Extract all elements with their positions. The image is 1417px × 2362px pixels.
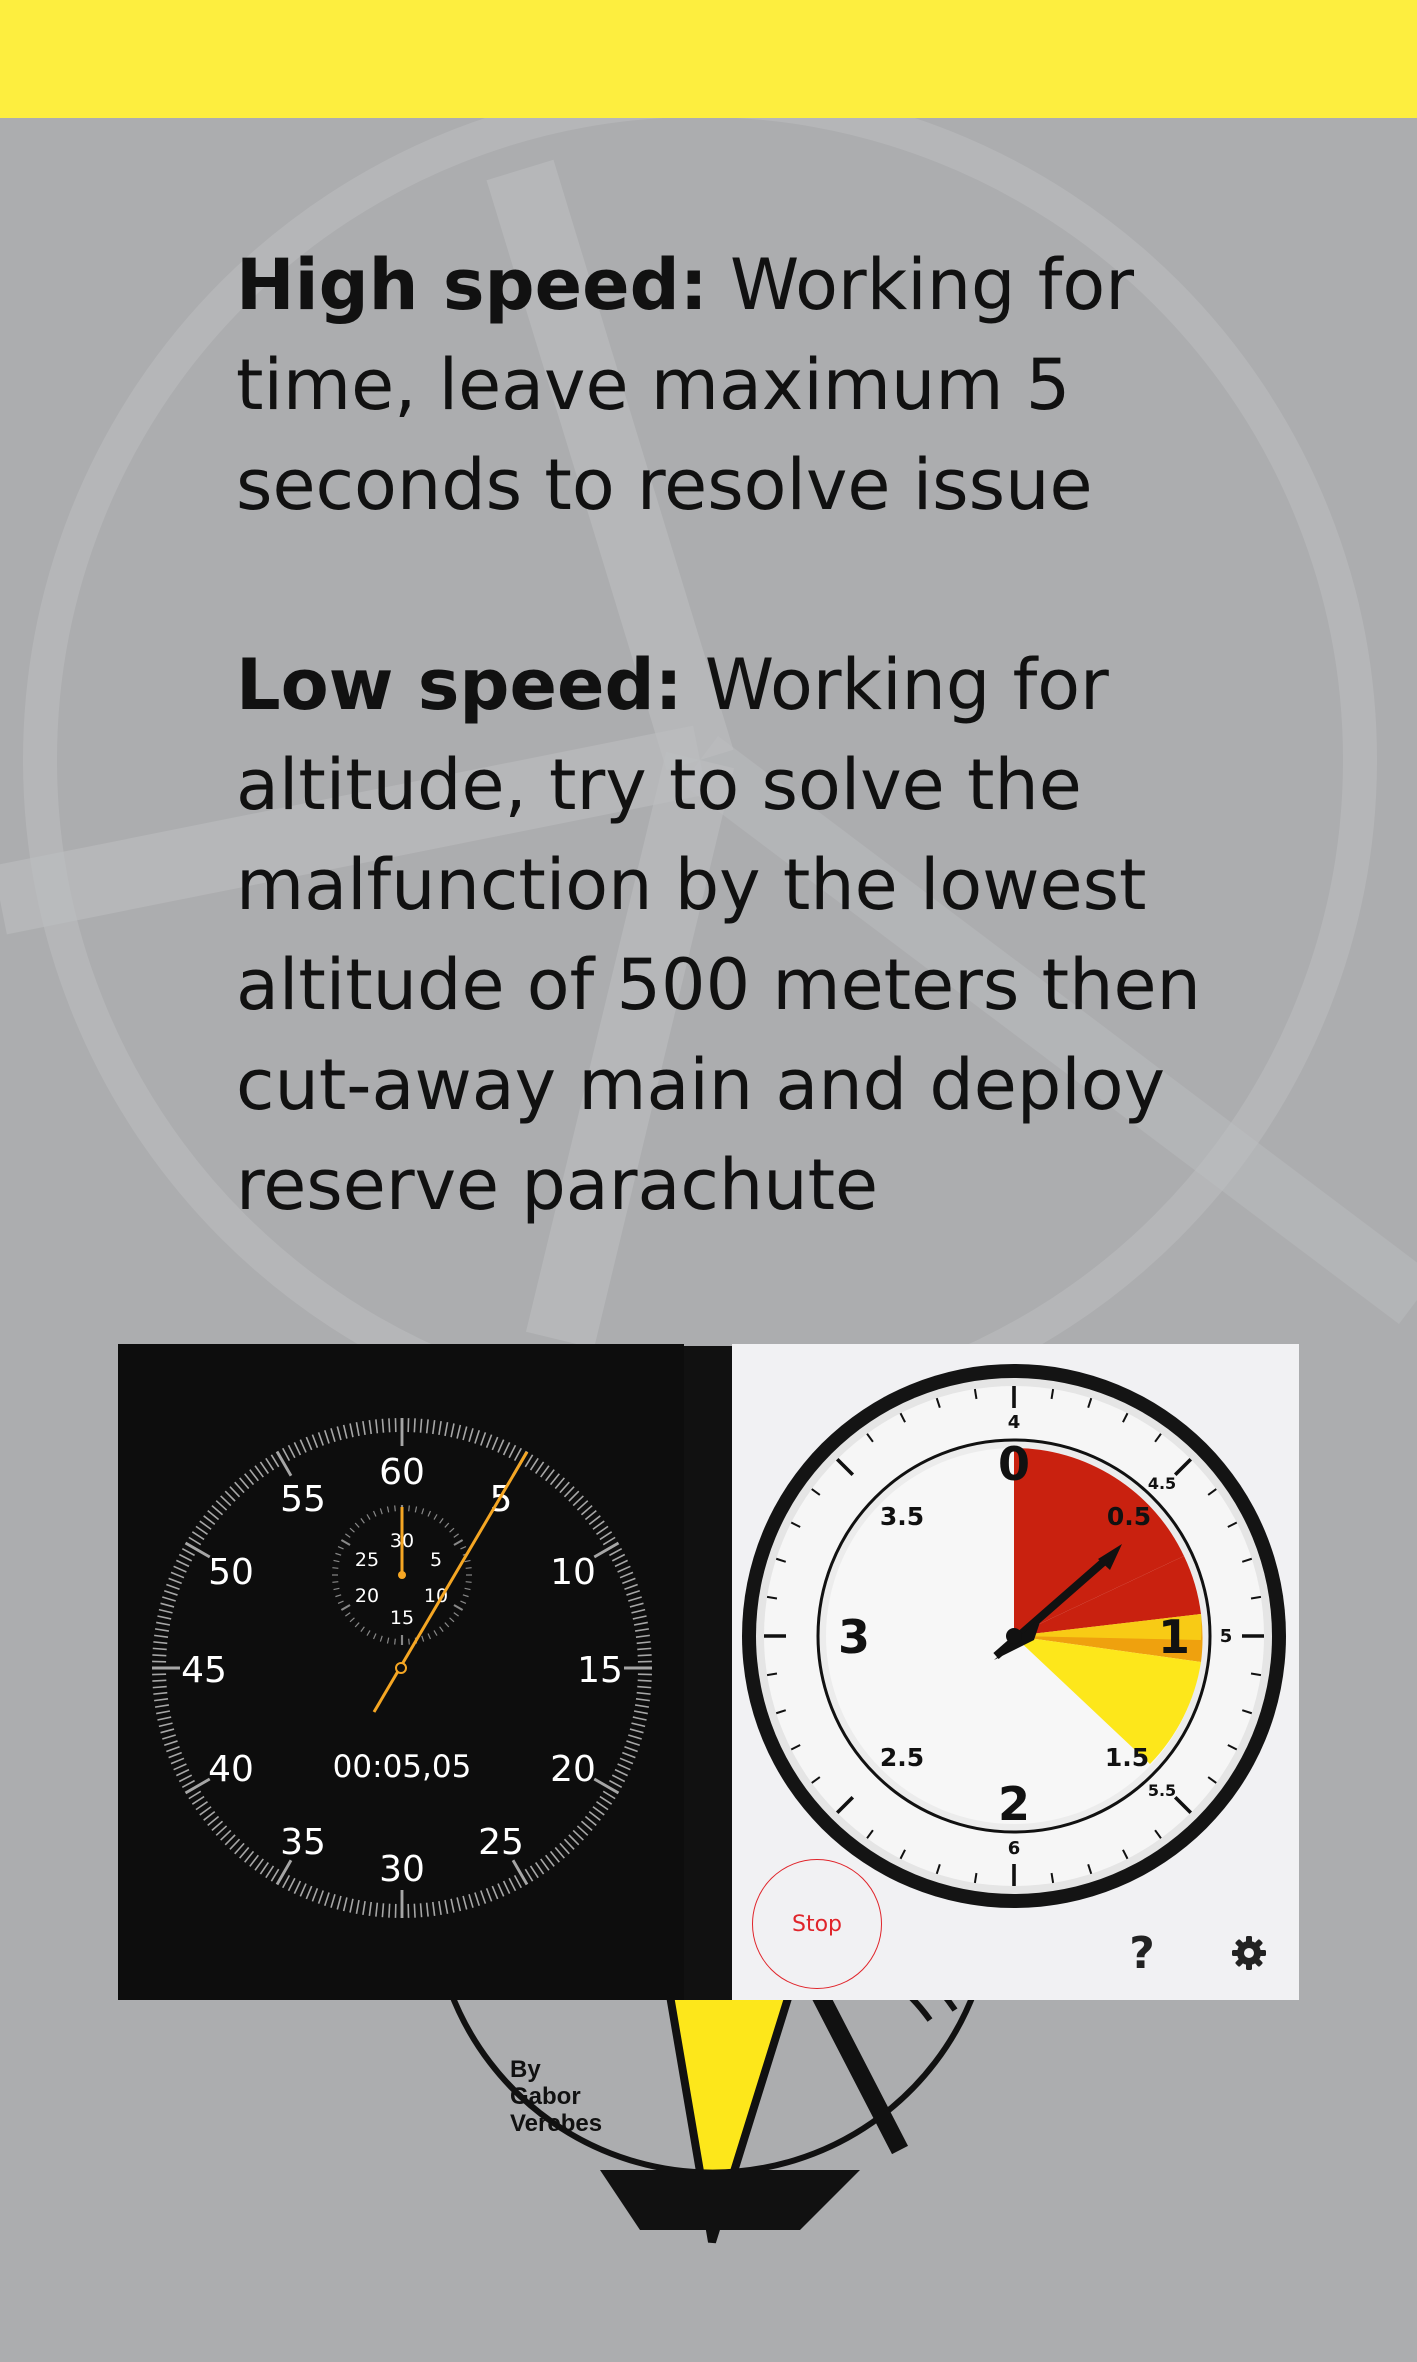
alt-outer-label-5: 5 bbox=[1220, 1626, 1233, 1647]
low-speed-line-4: altitude of 500 meters then bbox=[236, 944, 1201, 1026]
sw-sub-label-10: 10 bbox=[424, 1585, 448, 1607]
low-speed-line-6: reserve parachute bbox=[236, 1144, 879, 1226]
sw-label-55: 55 bbox=[280, 1479, 326, 1520]
sw-label-20: 20 bbox=[550, 1749, 596, 1790]
sw-label-30: 30 bbox=[379, 1849, 425, 1890]
low-speed-line-3: malfunction by the lowest bbox=[236, 844, 1147, 926]
sw-label-50: 50 bbox=[208, 1552, 254, 1593]
high-speed-line-3: seconds to resolve issue bbox=[236, 444, 1093, 526]
sw-label-15: 15 bbox=[577, 1650, 623, 1691]
sw-sub-label-5: 5 bbox=[430, 1549, 442, 1571]
question-mark-icon[interactable]: ? bbox=[1129, 1928, 1155, 1979]
stopwatch-time-readout: 00:05,05 bbox=[333, 1749, 472, 1785]
alt-label-1: 1 bbox=[1158, 1610, 1190, 1664]
altimeter-red-zone bbox=[1014, 1448, 1184, 1636]
alt-outer-label-4-5: 4.5 bbox=[1148, 1474, 1176, 1493]
altimeter-dial: 0 1 2 3 0.5 1.5 2.5 3.5 4 4.5 5 5.5 6 bbox=[742, 1364, 1286, 1908]
credit-line-3: Verebes bbox=[510, 2110, 603, 2137]
stopwatch-dial: 60 5 10 15 20 25 30 35 40 45 50 55 30 5 … bbox=[152, 1418, 652, 1918]
alt-label-3: 3 bbox=[838, 1610, 870, 1664]
low-speed-line-5: cut-away main and deploy bbox=[236, 1044, 1166, 1126]
altimeter-yellow-zone bbox=[1014, 1636, 1201, 1764]
sw-label-10: 10 bbox=[550, 1552, 596, 1593]
sw-sub-label-25: 25 bbox=[355, 1549, 379, 1571]
stopwatch-screenshot: 60 5 10 15 20 25 30 35 40 45 50 55 30 5 … bbox=[118, 1344, 684, 2000]
low-speed-line-1: Working for bbox=[704, 644, 1109, 726]
stopwatch-ticks bbox=[152, 1418, 652, 1918]
low-speed-line-2: altitude, try to solve the bbox=[236, 744, 1082, 826]
alt-label-3-5: 3.5 bbox=[880, 1502, 924, 1531]
alt-outer-label-5-5: 5.5 bbox=[1148, 1781, 1176, 1800]
credit-line-1: By bbox=[510, 2056, 541, 2083]
sw-sub-label-20: 20 bbox=[355, 1585, 379, 1607]
alt-label-2-5: 2.5 bbox=[880, 1743, 924, 1772]
altimeter-ticks bbox=[764, 1386, 1264, 1886]
sw-label-35: 35 bbox=[280, 1822, 326, 1863]
alt-label-0: 0 bbox=[998, 1437, 1030, 1491]
alt-outer-label-6: 6 bbox=[1008, 1838, 1021, 1859]
alt-outer-label-4: 4 bbox=[1008, 1412, 1021, 1433]
alt-label-1-5: 1.5 bbox=[1105, 1743, 1149, 1772]
altimeter-screenshot: 0 1 2 3 0.5 1.5 2.5 3.5 4 4.5 5 5.5 6 St… bbox=[732, 1344, 1299, 2000]
gear-icon[interactable] bbox=[1230, 1934, 1268, 1972]
author-credit: By Gabor Verebes bbox=[510, 2056, 602, 2137]
low-speed-label: Low speed: bbox=[236, 644, 683, 726]
high-speed-paragraph: High speed: Working for time, leave maxi… bbox=[236, 235, 1236, 535]
alt-label-2: 2 bbox=[998, 1777, 1030, 1831]
sw-sub-label-15: 15 bbox=[390, 1607, 414, 1629]
sw-label-45: 45 bbox=[181, 1650, 227, 1691]
high-speed-line-2: time, leave maximum 5 bbox=[236, 344, 1071, 426]
low-speed-paragraph: Low speed: Working for altitude, try to … bbox=[236, 635, 1236, 1235]
sw-label-60: 60 bbox=[379, 1452, 425, 1493]
alt-label-0-5: 0.5 bbox=[1107, 1502, 1151, 1531]
credit-line-2: Gabor bbox=[510, 2083, 581, 2110]
high-speed-label: High speed: bbox=[236, 244, 708, 326]
altimeter-red-zone-2 bbox=[1014, 1556, 1201, 1636]
top-banner bbox=[0, 0, 1417, 118]
high-speed-line-1: Working for bbox=[729, 244, 1134, 326]
stop-button[interactable]: Stop bbox=[752, 1859, 882, 1989]
sw-label-40: 40 bbox=[208, 1749, 254, 1790]
sw-label-25: 25 bbox=[478, 1822, 524, 1863]
